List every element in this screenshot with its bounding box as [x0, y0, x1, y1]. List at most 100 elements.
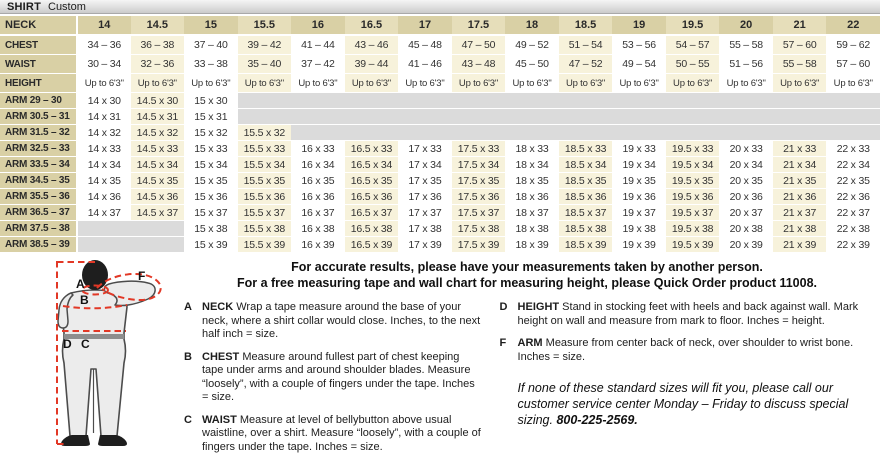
measuring-instructions: For accurate results, please have your m… [182, 255, 880, 460]
size-cell: 22 x 33 [826, 140, 880, 157]
size-cell: 18 x 36 [505, 188, 559, 205]
size-cell: 22 x 37 [826, 204, 880, 221]
neck-size-header: 21 [772, 15, 827, 36]
definition-term: WAIST [202, 413, 240, 426]
size-cell: 15 x 32 [184, 124, 238, 141]
size-cell: 17.5 x 38 [451, 220, 506, 237]
row-label: ARM 38.5 – 39 [0, 236, 78, 253]
size-cell: 16.5 x 37 [344, 204, 399, 221]
height-measure-line [56, 261, 97, 445]
figure-label-arm: F [138, 269, 145, 283]
empty-cell [130, 220, 185, 237]
size-cell: 19.5 x 35 [665, 172, 720, 189]
size-cell: 18 x 33 [505, 140, 559, 157]
neck-size-header: 14.5 [130, 15, 185, 36]
table-row: ARM 31.5 – 32 14 x 32 14.5 x 32 15 x 32 15.5… [0, 124, 880, 141]
size-cell: 16 x 33 [291, 140, 345, 157]
size-cell: 19 x 39 [612, 236, 666, 253]
size-cell: 15 x 36 [184, 188, 238, 205]
size-cell: Up to 6'3" [772, 73, 827, 93]
empty-cell [665, 124, 720, 141]
size-cell: 15 x 34 [184, 156, 238, 173]
size-cell: 21 x 34 [772, 156, 827, 173]
row-label: ARM 32.5 – 33 [0, 140, 78, 157]
definition-letter: B [184, 350, 192, 363]
size-cell: 18.5 x 38 [558, 220, 613, 237]
size-cell: 15 x 35 [184, 172, 238, 189]
size-cell: Up to 6'3" [237, 73, 292, 93]
size-cell: 49 – 52 [505, 35, 559, 55]
empty-cell [291, 108, 345, 125]
chest-measure-line [62, 304, 128, 310]
size-cell: 18.5 x 34 [558, 156, 613, 173]
empty-cell [558, 108, 613, 125]
neck-size-header: 15.5 [237, 15, 292, 36]
size-cell: 16 x 37 [291, 204, 345, 221]
neck-size-header: 20 [719, 15, 773, 36]
figure-waistband [64, 334, 124, 339]
definition-item: B CHEST Measure around fullest part of ch… [184, 351, 482, 405]
definition-letter: F [499, 337, 507, 349]
size-cell: 35 – 40 [237, 54, 292, 74]
row-label: HEIGHT [0, 73, 78, 93]
size-cell: 20 x 38 [719, 220, 773, 237]
empty-cell [719, 124, 773, 141]
size-cell: 57 – 60 [772, 35, 827, 55]
size-cell: 18.5 x 37 [558, 204, 613, 221]
size-cell: 55 – 58 [719, 35, 773, 55]
empty-cell [665, 108, 720, 125]
size-cell: 20 x 36 [719, 188, 773, 205]
size-cell: 16.5 x 33 [344, 140, 399, 157]
definitions-left: A NECK Wrap a tape measure around the bas… [184, 301, 500, 463]
size-cell: 57 – 60 [826, 54, 880, 74]
special-sizing-text: If none of these standard sizes will fit… [517, 381, 849, 427]
size-cell: 15 x 31 [184, 108, 238, 125]
neck-size-header: 18 [505, 15, 559, 36]
empty-cell [398, 92, 452, 109]
size-cell: Up to 6'3" [398, 73, 452, 93]
size-cell: 14.5 x 35 [130, 172, 185, 189]
size-cell: 20 x 35 [719, 172, 773, 189]
definition-item: A NECK Wrap a tape measure around the bas… [184, 301, 482, 342]
size-cell: Up to 6'3" [665, 73, 720, 93]
table-row: ARM 33.5 – 34 14 x 34 14.5 x 34 15 x 34 15.5… [0, 156, 880, 173]
size-cell: 15.5 x 36 [237, 188, 292, 205]
row-label: CHEST [0, 35, 78, 55]
size-cell: Up to 6'3" [344, 73, 399, 93]
size-cell: 17 x 33 [398, 140, 452, 157]
size-cell: Up to 6'3" [77, 73, 131, 93]
figure-head [82, 260, 108, 290]
size-chart-table: SHIRT Custom NECK 14 14.5 15 15.5 16 16.5 17 17.… [0, 0, 880, 253]
size-cell: 14 x 32 [77, 124, 131, 141]
special-sizing-note: If none of these standard sizes will fit… [518, 380, 866, 428]
size-cell: Up to 6'3" [719, 73, 773, 93]
size-cell: 30 – 34 [77, 54, 131, 74]
size-cell: 20 x 33 [719, 140, 773, 157]
size-cell: 34 – 36 [77, 35, 131, 55]
table-row: ARM 36.5 – 37 14 x 37 14.5 x 37 15 x 37 15.5… [0, 204, 880, 221]
size-cell: 19 x 34 [612, 156, 666, 173]
size-cell: 21 x 35 [772, 172, 827, 189]
table-row: ARM 34.5 – 35 14 x 35 14.5 x 35 15 x 35 15.5… [0, 172, 880, 189]
empty-cell [826, 92, 880, 109]
size-cell: 19.5 x 36 [665, 188, 720, 205]
empty-cell [612, 92, 666, 109]
size-cell: 15.5 x 34 [237, 156, 292, 173]
neck-size-header: 18.5 [558, 15, 613, 36]
row-label: ARM 37.5 – 38 [0, 220, 78, 237]
size-cell: Up to 6'3" [184, 73, 238, 93]
definition-term: NECK [202, 301, 237, 313]
figure-label-chest: B [80, 293, 89, 307]
size-cell: 17 x 37 [398, 204, 452, 221]
size-cell: 22 x 39 [826, 236, 880, 253]
empty-cell [344, 124, 399, 141]
definition-item: F ARM Measure from center back of neck, o… [500, 337, 866, 364]
empty-cell [291, 92, 345, 109]
size-cell: 17.5 x 33 [451, 140, 506, 157]
neck-header-row: NECK 14 14.5 15 15.5 16 16.5 17 17.5 18 18.5 19 19.… [0, 15, 880, 36]
empty-cell [719, 92, 773, 109]
chart-title-bold: SHIRT [7, 1, 41, 13]
size-cell: 19 x 36 [612, 188, 666, 205]
empty-cell [612, 124, 666, 141]
chart-title-row: SHIRT Custom [0, 0, 880, 16]
